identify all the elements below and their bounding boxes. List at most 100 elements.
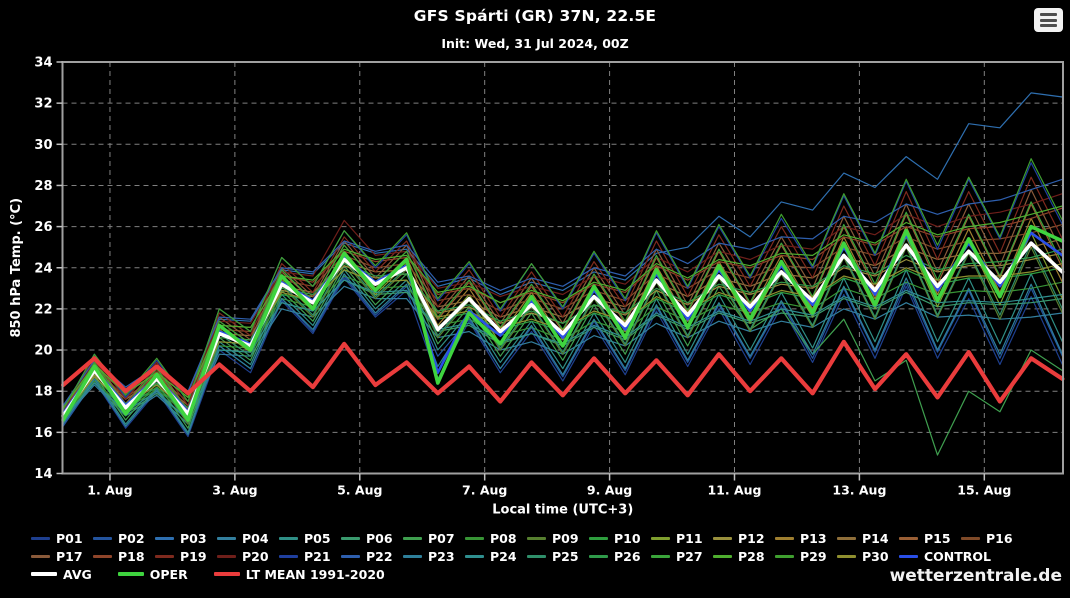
menu-button[interactable] xyxy=(1034,8,1063,32)
legend-item-p01: P01 xyxy=(31,531,93,546)
legend-label: AVG xyxy=(63,566,92,582)
legend-label: CONTROL xyxy=(924,548,992,564)
legend-label: P02 xyxy=(118,530,145,546)
legend-swatch-icon xyxy=(279,554,298,558)
legend-item-p03: P03 xyxy=(155,531,217,546)
legend-label: P14 xyxy=(862,530,889,546)
legend-label: P13 xyxy=(800,530,827,546)
chart-legend: P01 P02 P03 P04 P05 P06 P07 P08 P09 P10 P11 P12 P13 P… xyxy=(31,529,1063,583)
legend-swatch-icon xyxy=(651,536,670,540)
series-line-P19 xyxy=(62,176,1064,413)
series-line-AVG xyxy=(61,241,1065,418)
legend-label: P05 xyxy=(304,530,331,546)
legend-item-p05: P05 xyxy=(279,531,341,546)
legend-item-p15: P15 xyxy=(899,531,961,546)
legend-item-p24: P24 xyxy=(465,549,527,564)
hamburger-menu-icon xyxy=(1040,13,1057,16)
y-axis-label: 850 hPa Temp. (°C) xyxy=(9,198,24,338)
legend-label: P28 xyxy=(738,548,765,564)
legend-item-p22: P22 xyxy=(341,549,403,564)
legend-label: P24 xyxy=(490,548,517,564)
legend-label: P21 xyxy=(304,548,331,564)
legend-item-control: CONTROL xyxy=(899,549,991,564)
legend-label: P23 xyxy=(428,548,455,564)
legend-item-p23: P23 xyxy=(403,549,465,564)
legend-row-3: AVG OPER LT MEAN 1991-2020 xyxy=(31,565,1063,583)
legend-item-p07: P07 xyxy=(403,531,465,546)
x-tick-label: 7. Aug xyxy=(462,483,507,498)
page-title: GFS Spárti (GR) 37N, 22.5E xyxy=(413,7,657,25)
legend-swatch-icon xyxy=(775,536,794,540)
x-tick-label: 5. Aug xyxy=(337,483,382,498)
series-line-P22 xyxy=(62,178,1064,407)
legend-label: P19 xyxy=(180,548,207,564)
legend-item-p06: P06 xyxy=(341,531,403,546)
legend-swatch-icon xyxy=(527,554,546,558)
legend-label: P25 xyxy=(552,548,579,564)
legend-item-p25: P25 xyxy=(527,549,589,564)
legend-item-p12: P12 xyxy=(713,531,775,546)
y-tick-label: 34 xyxy=(34,56,52,71)
init-subtitle: Init: Wed, 31 Jul 2024, 00Z xyxy=(441,36,629,51)
legend-swatch-icon xyxy=(155,554,174,558)
legend-swatch-icon xyxy=(155,536,174,540)
hamburger-menu-icon xyxy=(1040,24,1057,27)
legend-item-p04: P04 xyxy=(217,531,279,546)
legend-item-p02: P02 xyxy=(93,531,155,546)
ensemble-meteogram-chart: 1. Aug 3. Aug 5. Aug 7. Aug 9. Aug 11. Aug 13.… xyxy=(9,56,1065,518)
legend-label: P07 xyxy=(428,530,455,546)
legend-swatch-icon xyxy=(31,554,50,558)
legend-item-p16: P16 xyxy=(961,531,1023,546)
series-line-LT MEAN 1991-2020 xyxy=(60,339,1065,404)
legend-label: P11 xyxy=(676,530,703,546)
x-tick-label: 1. Aug xyxy=(87,483,132,498)
legend-swatch-icon xyxy=(713,536,732,540)
legend-item-p20: P20 xyxy=(217,549,279,564)
y-tick-label: 30 xyxy=(34,138,52,153)
legend-swatch-icon xyxy=(31,572,57,576)
legend-swatch-icon xyxy=(465,536,484,540)
legend-label: P12 xyxy=(738,530,765,546)
series-line-P05 xyxy=(62,269,1064,433)
x-tick-label: 11. Aug xyxy=(707,483,761,498)
series-line-P29 xyxy=(62,158,1064,411)
legend-item-oper: OPER xyxy=(117,567,188,582)
legend-swatch-icon xyxy=(279,536,298,540)
legend-label: P26 xyxy=(614,548,641,564)
legend-item-p26: P26 xyxy=(589,549,651,564)
legend-label: P06 xyxy=(366,530,393,546)
series-line-P20 xyxy=(62,193,1064,409)
x-tick-label: 15. Aug xyxy=(957,483,1011,498)
legend-swatch-icon xyxy=(589,554,608,558)
y-tick-label: 16 xyxy=(34,426,52,441)
legend-label: P22 xyxy=(366,548,393,564)
legend-label: P16 xyxy=(986,530,1013,546)
x-tick-label: 9. Aug xyxy=(587,483,632,498)
series-line-P01 xyxy=(62,277,1064,438)
legend-swatch-icon xyxy=(651,554,670,558)
legend-item-lt-mean-1991-2020: LT MEAN 1991-2020 xyxy=(213,567,385,582)
legend-row-1: P01 P02 P03 P04 P05 P06 P07 P08 P09 P10 P11 P12 P13 P… xyxy=(31,529,1063,547)
legend-swatch-icon xyxy=(775,554,794,558)
legend-label: P17 xyxy=(56,548,83,564)
legend-swatch-icon xyxy=(589,536,608,540)
watermark: wetterzentrale.de xyxy=(889,566,1062,586)
legend-swatch-icon xyxy=(899,536,918,540)
legend-swatch-icon xyxy=(403,554,422,558)
legend-item-p19: P19 xyxy=(155,549,217,564)
legend-label: P04 xyxy=(242,530,269,546)
legend-swatch-icon xyxy=(217,536,236,540)
series-line-P14 xyxy=(62,238,1064,413)
legend-swatch-icon xyxy=(93,554,112,558)
series-line-OPER xyxy=(61,224,1065,422)
legend-swatch-icon xyxy=(527,536,546,540)
legend-label: P15 xyxy=(924,530,951,546)
legend-item-p08: P08 xyxy=(465,531,527,546)
legend-item-p14: P14 xyxy=(837,531,899,546)
y-tick-label: 24 xyxy=(34,261,52,276)
hamburger-menu-icon xyxy=(1040,18,1057,22)
legend-label: P29 xyxy=(800,548,827,564)
legend-label: P30 xyxy=(862,548,889,564)
y-tick-label: 28 xyxy=(34,179,52,194)
x-tick-label: 13. Aug xyxy=(832,483,886,498)
